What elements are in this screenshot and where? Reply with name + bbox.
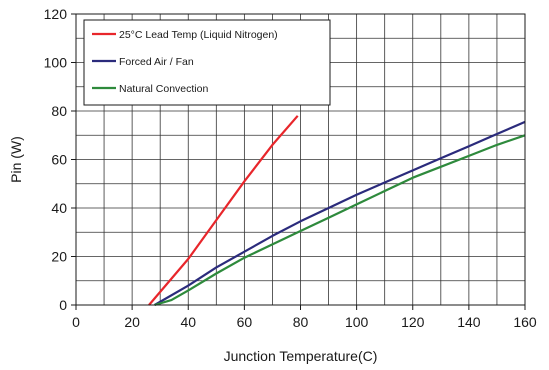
x-axis-title: Junction Temperature(C) bbox=[224, 348, 378, 364]
x-tick-label: 60 bbox=[237, 314, 253, 330]
series-line-3 bbox=[154, 134, 526, 307]
x-tick-label: 140 bbox=[457, 314, 481, 330]
series-lines bbox=[148, 115, 526, 307]
legend-box bbox=[83, 19, 331, 106]
x-tick-label: 80 bbox=[293, 314, 309, 330]
y-axis-title: Pin (W) bbox=[8, 136, 24, 183]
x-tick-label: 120 bbox=[401, 314, 425, 330]
x-tick-label: 0 bbox=[72, 314, 80, 330]
x-tick-label: 100 bbox=[345, 314, 369, 330]
series-line-2 bbox=[154, 120, 526, 306]
x-tick-label: 40 bbox=[180, 314, 196, 330]
legend-label: 25°C Lead Temp (Liquid Nitrogen) bbox=[119, 29, 278, 41]
y-tick-label: 60 bbox=[51, 152, 67, 168]
x-tick-label: 20 bbox=[124, 314, 140, 330]
legend-label: Forced Air / Fan bbox=[119, 56, 194, 68]
axis-ticks: 0 20 40 60 80 100 120 140 160 0 20 40 60 80 100 120 bbox=[44, 6, 537, 330]
legend-label: Natural Convection bbox=[119, 83, 208, 95]
legend: 25°C Lead Temp (Liquid Nitrogen) Forced A… bbox=[83, 19, 331, 106]
x-tick-label: 160 bbox=[513, 314, 537, 330]
y-tick-label: 80 bbox=[51, 103, 67, 119]
y-tick-label: 40 bbox=[51, 200, 67, 216]
y-tick-label: 100 bbox=[44, 55, 68, 71]
series-line-1 bbox=[148, 115, 299, 306]
y-tick-label: 0 bbox=[59, 297, 67, 313]
y-tick-label: 20 bbox=[51, 249, 67, 265]
y-tick-label: 120 bbox=[44, 6, 68, 22]
